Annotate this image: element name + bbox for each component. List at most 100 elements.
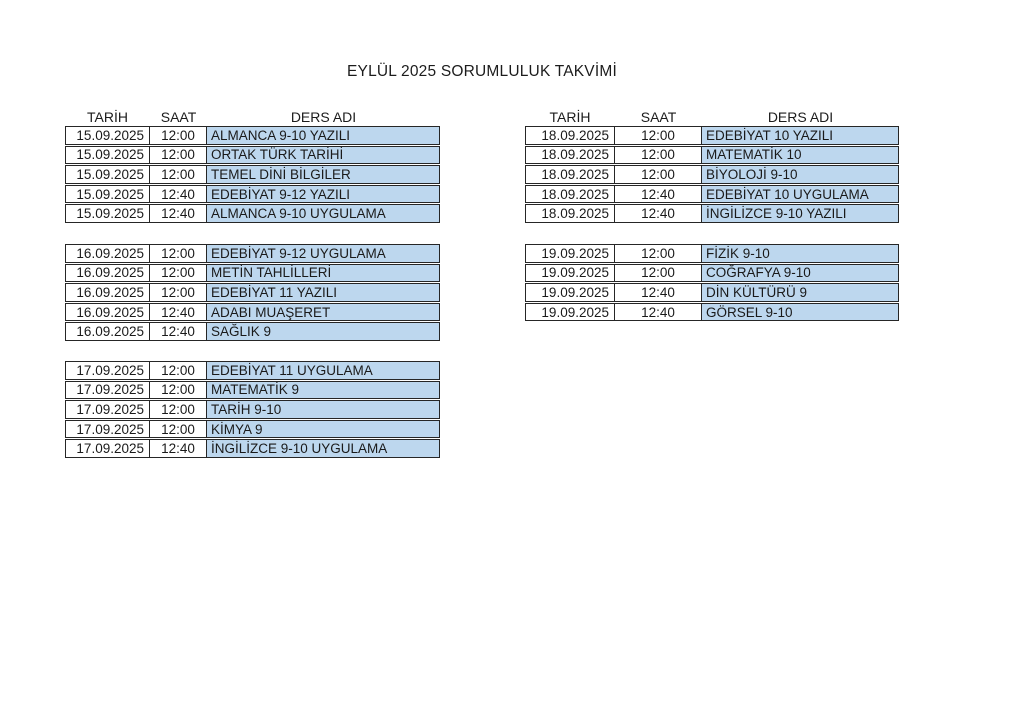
schedule-row: 15.09.2025 12:40 ALMANCA 9-10 UYGULAMA [65,204,440,223]
course-cell: ALMANCA 9-10 UYGULAMA [207,205,439,222]
schedule-block-18-09: 18.09.2025 12:00 EDEBİYAT 10 YAZILI 18.09.2… [525,126,899,224]
time-cell: 12:00 [150,381,207,399]
schedule-row: 19.09.2025 12:00 FİZİK 9-10 [525,243,899,263]
course-cell: ADABI MUAŞERET [207,303,439,321]
time-cell: 12:00 [615,264,702,282]
date-cell: 15.09.2025 [66,205,150,222]
time-cell: 12:40 [615,205,702,222]
course-cell: MATEMATİK 9 [207,381,439,399]
time-cell: 12:40 [615,303,702,321]
schedule-row: 16.09.2025 12:00 METİN TAHLİLLERİ [65,263,440,283]
course-cell: SAĞLIK 9 [207,323,439,340]
date-cell: 18.09.2025 [526,166,615,183]
column-header-tarih: TARİH [549,108,591,125]
schedule-block-15-09: 15.09.2025 12:00 ALMANCA 9-10 YAZILI 15.09.… [65,126,440,224]
schedule-row: 17.09.2025 12:40 İNGİLİZCE 9-10 UYGULAMA [65,439,440,458]
schedule-row: 16.09.2025 12:40 SAĞLIK 9 [65,322,440,341]
course-cell: İNGİLİZCE 9-10 YAZILI [702,205,898,222]
date-cell: 16.09.2025 [66,323,150,340]
schedule-row: 16.09.2025 12:00 EDEBİYAT 11 YAZILI [65,283,440,302]
time-cell: 12:40 [150,303,207,321]
schedule-row: 18.09.2025 12:40 EDEBİYAT 10 UYGULAMA [525,184,899,204]
schedule-row: 18.09.2025 12:00 BİYOLOJİ 9-10 [525,165,899,184]
schedule-row: 17.09.2025 12:00 MATEMATİK 9 [65,380,440,400]
date-cell: 19.09.2025 [526,244,615,262]
course-cell: COĞRAFYA 9-10 [702,264,898,282]
date-cell: 19.09.2025 [526,303,615,321]
date-cell: 18.09.2025 [526,127,615,144]
time-cell: 12:00 [615,146,702,164]
time-cell: 12:00 [615,166,702,183]
date-cell: 19.09.2025 [526,264,615,282]
time-cell: 12:00 [150,127,207,144]
schedule-row: 18.09.2025 12:00 MATEMATİK 10 [525,145,899,165]
date-cell: 17.09.2025 [66,381,150,399]
time-cell: 12:00 [150,166,207,183]
time-cell: 12:00 [150,361,207,379]
course-cell: İNGİLİZCE 9-10 UYGULAMA [207,440,439,457]
course-cell: ORTAK TÜRK TARİHİ [207,146,439,164]
schedule-row: 18.09.2025 12:00 EDEBİYAT 10 YAZILI [525,126,899,145]
time-cell: 12:40 [615,185,702,203]
schedule-row: 18.09.2025 12:40 İNGİLİZCE 9-10 YAZILI [525,204,899,223]
schedule-table-right: TARİH SAAT DERS ADI 18.09.2025 12:00 EDEBİ… [525,107,899,322]
time-cell: 12:00 [150,284,207,301]
time-cell: 12:00 [150,401,207,418]
course-cell: EDEBİYAT 10 YAZILI [702,127,898,144]
time-cell: 12:40 [150,440,207,457]
page-title: EYLÜL 2025 SORUMLULUK TAKVİMİ [347,63,617,80]
time-cell: 12:00 [150,420,207,438]
schedule-row: 15.09.2025 12:40 EDEBİYAT 9-12 YAZILI [65,184,440,204]
schedule-row: 16.09.2025 12:40 ADABI MUAŞERET [65,302,440,322]
date-cell: 15.09.2025 [66,166,150,183]
time-cell: 12:00 [615,244,702,262]
course-cell: MATEMATİK 10 [702,146,898,164]
date-cell: 18.09.2025 [526,185,615,203]
column-header-tarih: TARİH [87,108,128,125]
course-cell: GÖRSEL 9-10 [702,303,898,321]
schedule-row: 15.09.2025 12:00 ORTAK TÜRK TARİHİ [65,145,440,165]
schedule-row: 17.09.2025 12:00 TARİH 9-10 [65,400,440,419]
time-cell: 12:00 [150,264,207,282]
date-cell: 15.09.2025 [66,185,150,203]
schedule-row: 15.09.2025 12:00 TEMEL DİNİ BİLGİLER [65,165,440,184]
schedule-row: 17.09.2025 12:00 KİMYA 9 [65,419,440,439]
time-cell: 12:00 [150,244,207,262]
date-cell: 17.09.2025 [66,420,150,438]
schedule-row: 19.09.2025 12:40 DİN KÜLTÜRÜ 9 [525,283,899,302]
course-cell: EDEBİYAT 9-12 UYGULAMA [207,244,439,262]
date-cell: 16.09.2025 [66,303,150,321]
column-header-ders: DERS ADI [290,108,357,125]
course-cell: EDEBİYAT 11 YAZILI [207,284,439,301]
date-cell: 19.09.2025 [526,284,615,301]
date-cell: 16.09.2025 [66,284,150,301]
course-cell: ALMANCA 9-10 YAZILI [207,127,439,144]
course-cell: DİN KÜLTÜRÜ 9 [702,284,898,301]
column-header-row: TARİH SAAT DERS ADI [65,107,440,126]
schedule-block-19-09: 19.09.2025 12:00 FİZİK 9-10 19.09.2025 12:00… [525,243,899,322]
schedule-row: 17.09.2025 12:00 EDEBİYAT 11 UYGULAMA [65,360,440,380]
column-header-ders: DERS ADI [767,108,834,125]
course-cell: TARİH 9-10 [207,401,439,418]
column-header-saat: SAAT [160,108,197,125]
course-cell: BİYOLOJİ 9-10 [702,166,898,183]
schedule-row: 16.09.2025 12:00 EDEBİYAT 9-12 UYGULAMA [65,243,440,263]
time-cell: 12:40 [150,205,207,222]
date-cell: 17.09.2025 [66,401,150,418]
date-cell: 16.09.2025 [66,264,150,282]
time-cell: 12:40 [150,185,207,203]
course-cell: TEMEL DİNİ BİLGİLER [207,166,439,183]
time-cell: 12:00 [615,127,702,144]
column-header-row: TARİH SAAT DERS ADI [525,107,899,126]
date-cell: 17.09.2025 [66,440,150,457]
date-cell: 18.09.2025 [526,146,615,164]
course-cell: METİN TAHLİLLERİ [207,264,439,282]
date-cell: 16.09.2025 [66,244,150,262]
schedule-block-17-09: 17.09.2025 12:00 EDEBİYAT 11 UYGULAMA 17.09… [65,360,440,459]
course-cell: EDEBİYAT 10 UYGULAMA [702,185,898,203]
course-cell: KİMYA 9 [207,420,439,438]
time-cell: 12:40 [615,284,702,301]
schedule-table-left: TARİH SAAT DERS ADI 15.09.2025 12:00 ALMAN… [65,107,440,459]
schedule-row: 15.09.2025 12:00 ALMANCA 9-10 YAZILI [65,126,440,145]
